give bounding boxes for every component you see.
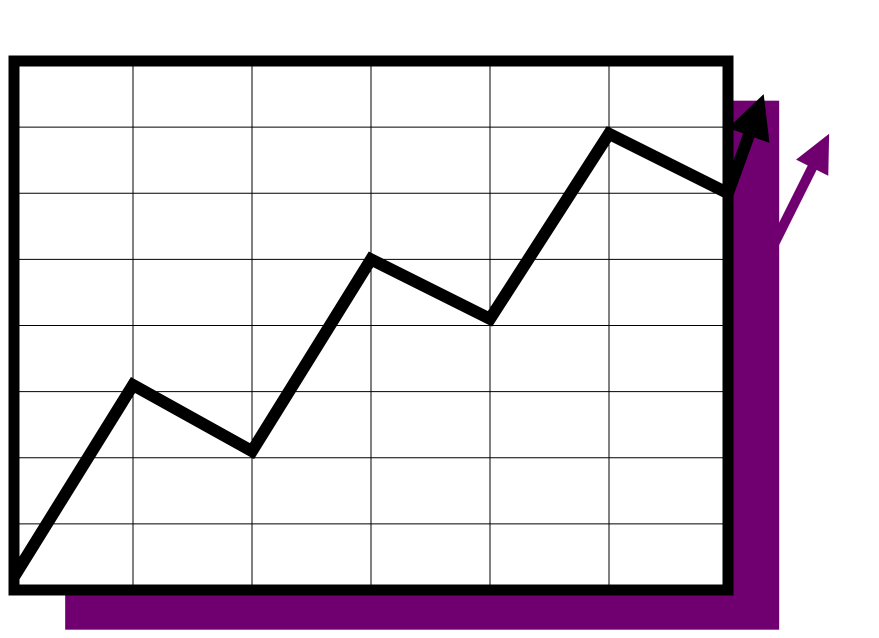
trend-line (8, 120, 760, 580)
trend-arrow-head (728, 94, 770, 143)
shadow-arrow-head (796, 133, 830, 176)
trend-point (132, 384, 134, 386)
trend-point (608, 133, 610, 135)
trend-point (13, 576, 15, 578)
trend-point (251, 450, 253, 452)
plot-frame (8, 55, 734, 596)
trend-point (489, 318, 491, 320)
chart-series (8, 94, 770, 580)
shadow-arrow-shaft (765, 158, 821, 255)
trend-point (727, 192, 729, 194)
trend-point (370, 258, 372, 260)
